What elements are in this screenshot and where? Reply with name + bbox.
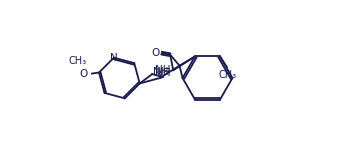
- Text: O: O: [80, 69, 88, 79]
- Text: CH₃: CH₃: [69, 56, 87, 66]
- Text: O: O: [151, 48, 160, 58]
- Text: N: N: [110, 53, 118, 63]
- Text: CH₃: CH₃: [219, 70, 237, 80]
- Text: NH: NH: [155, 65, 171, 75]
- Text: NH: NH: [155, 68, 170, 78]
- Text: NH: NH: [153, 67, 168, 77]
